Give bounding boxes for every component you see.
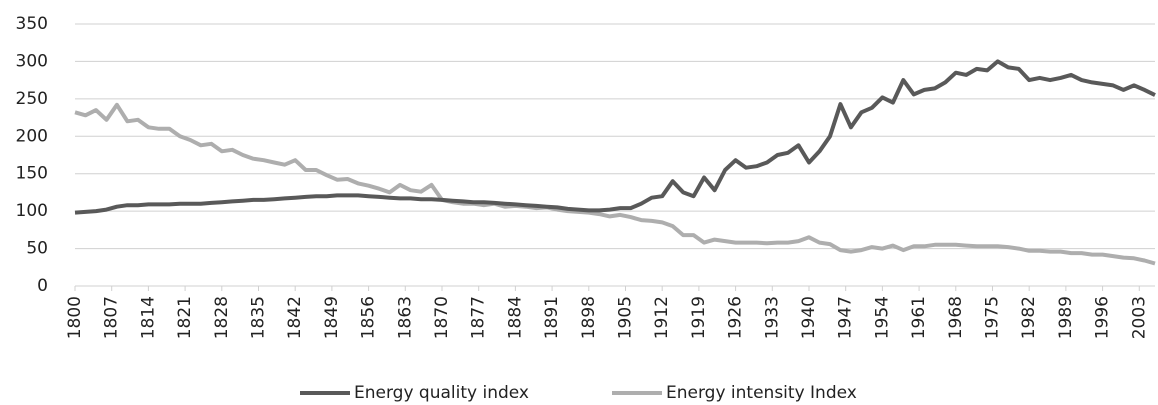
x-tick-label: 1947 bbox=[836, 296, 856, 339]
x-tick-label: 1905 bbox=[615, 296, 635, 339]
x-tick-label: 1954 bbox=[872, 296, 892, 339]
y-tick-label: 0 bbox=[37, 276, 48, 296]
x-tick-label: 1821 bbox=[175, 296, 195, 339]
x-tick-label: 1940 bbox=[799, 296, 819, 339]
x-tick-label: 1989 bbox=[1056, 296, 1076, 339]
x-tick-label: 2003 bbox=[1129, 296, 1149, 339]
x-tick-label: 1961 bbox=[909, 296, 929, 339]
x-tick-label: 1828 bbox=[212, 296, 232, 339]
x-tick-label: 1912 bbox=[652, 296, 672, 339]
x-tick-label: 1856 bbox=[359, 296, 379, 339]
x-tick-label: 1814 bbox=[138, 296, 158, 339]
x-tick-label: 1842 bbox=[285, 296, 305, 339]
x-tick-label: 1870 bbox=[432, 296, 452, 339]
x-tick-label: 1807 bbox=[102, 296, 122, 339]
x-tick-label: 1982 bbox=[1019, 296, 1039, 339]
x-tick-label: 1898 bbox=[579, 296, 599, 339]
x-tick-label: 1863 bbox=[395, 296, 415, 339]
x-tick-label: 1933 bbox=[762, 296, 782, 339]
y-tick-label: 300 bbox=[16, 51, 48, 71]
x-tick-label: 1835 bbox=[248, 296, 268, 339]
y-tick-label: 150 bbox=[16, 164, 48, 184]
y-tick-label: 250 bbox=[16, 89, 48, 109]
x-tick-label: 1800 bbox=[65, 296, 85, 339]
y-tick-label: 350 bbox=[16, 14, 48, 34]
series-line bbox=[74, 102, 1156, 266]
x-tick-label: 1968 bbox=[946, 296, 966, 339]
x-tick-label: 1926 bbox=[726, 296, 746, 339]
x-tick-label: 1975 bbox=[982, 296, 1002, 339]
x-tick-label: 1919 bbox=[689, 296, 709, 339]
y-tick-label: 100 bbox=[16, 201, 48, 221]
x-tick-label: 1884 bbox=[505, 296, 525, 339]
x-tick-label: 1877 bbox=[469, 296, 489, 339]
x-tick-label: 1891 bbox=[542, 296, 562, 339]
legend-label: Energy intensity Index bbox=[666, 383, 857, 403]
x-tick-label: 1849 bbox=[322, 296, 342, 339]
x-tick-label: 1996 bbox=[1093, 296, 1113, 339]
y-tick-label: 50 bbox=[26, 239, 48, 259]
legend-label: Energy quality index bbox=[354, 383, 529, 403]
y-tick-label: 200 bbox=[16, 126, 48, 146]
series-line bbox=[74, 59, 1156, 215]
